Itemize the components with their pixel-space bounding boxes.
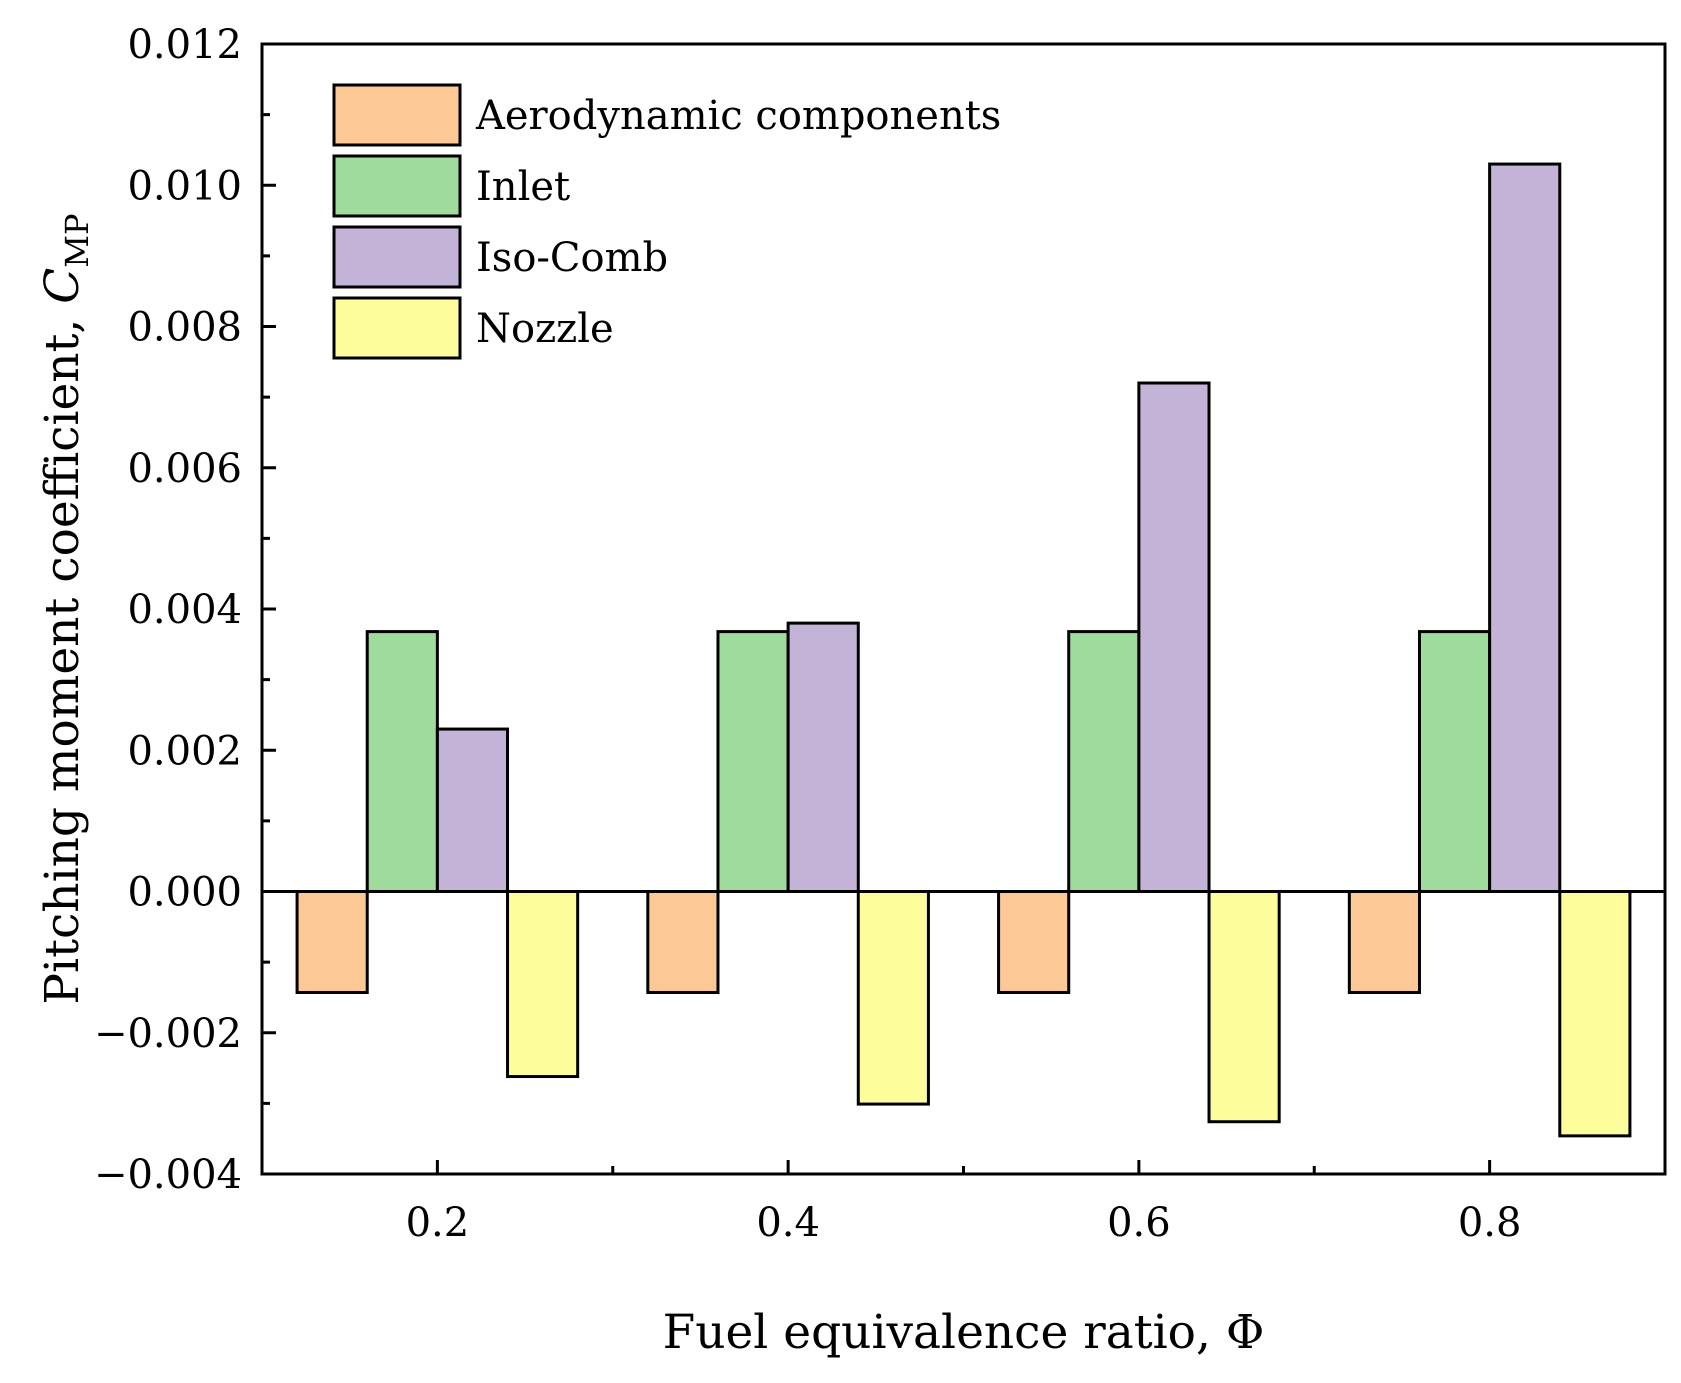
bar-iso-comb-0_2 — [435, 727, 510, 893]
bar-inlet-0_6 — [1067, 630, 1141, 893]
y-tick-label: 0.006 — [127, 446, 242, 492]
y-tick-label: −0.004 — [94, 1152, 242, 1198]
y-tick-label: 0.002 — [127, 728, 242, 774]
x-axis-title: Fuel equivalence ratio, Φ — [663, 1305, 1265, 1360]
y-tick-label: −0.002 — [94, 1011, 242, 1057]
plot-frame — [260, 42, 1667, 1176]
legend-swatch-aerodynamic-components — [332, 83, 462, 147]
bar-aerodynamic-components-0_8 — [1347, 890, 1421, 994]
bar-aerodynamic-components-0_4 — [646, 890, 720, 994]
y-tick-label: 0.012 — [127, 22, 242, 68]
ticks-layer: −0.004 −0.002 0.000 0.002 0.004 0.006 0.008 0.0… — [94, 22, 1521, 1246]
y-tick-label: 0.008 — [127, 305, 242, 351]
bar-nozzle-0_8 — [1558, 890, 1632, 1138]
y-tick-label: 0.010 — [127, 163, 242, 209]
bar-nozzle-0_2 — [506, 890, 580, 1079]
legend-swatch-iso-comb — [332, 225, 462, 289]
y-axis-title-symbol: C — [35, 268, 90, 304]
legend-swatch-nozzle — [332, 296, 462, 360]
bar-iso-comb-0_6 — [1137, 381, 1211, 893]
bar-aerodynamic-components-0_2 — [295, 890, 369, 994]
legend-label-iso-comb: Iso-Comb — [476, 235, 668, 281]
x-tick-label: 0.8 — [1458, 1200, 1522, 1246]
bar-nozzle-0_6 — [1207, 890, 1281, 1124]
bar-aerodynamic-components-0_6 — [997, 890, 1071, 994]
bar-inlet-0_8 — [1417, 630, 1492, 893]
bar-nozzle-0_4 — [856, 890, 930, 1106]
y-axis-title: Pitching moment coefficient, CMP — [35, 213, 96, 1004]
y-tick-label: 0.004 — [127, 587, 242, 633]
y-axis-title-subscript: MP — [58, 213, 96, 267]
legend-label-nozzle: Nozzle — [476, 306, 614, 352]
y-axis-title-main: Pitching moment coefficient, — [35, 304, 90, 1005]
bar-iso-comb-0_4 — [786, 621, 860, 893]
bar-inlet-0_2 — [365, 630, 439, 893]
bar-inlet-0_4 — [716, 630, 790, 893]
x-tick-label: 0.4 — [756, 1200, 820, 1246]
bar-iso-comb-0_8 — [1488, 162, 1562, 893]
x-tick-label: 0.2 — [406, 1200, 470, 1246]
legend-label-aerodynamic-components: Aerodynamic components — [475, 93, 1001, 139]
legend-swatch-inlet — [332, 154, 462, 218]
legend: Aerodynamic components Inlet Iso-Comb Nozzl… — [332, 83, 1001, 360]
y-tick-label: 0.000 — [127, 870, 242, 916]
x-tick-label: 0.6 — [1107, 1200, 1171, 1246]
legend-label-inlet: Inlet — [476, 164, 570, 210]
bars-layer — [295, 162, 1632, 1138]
